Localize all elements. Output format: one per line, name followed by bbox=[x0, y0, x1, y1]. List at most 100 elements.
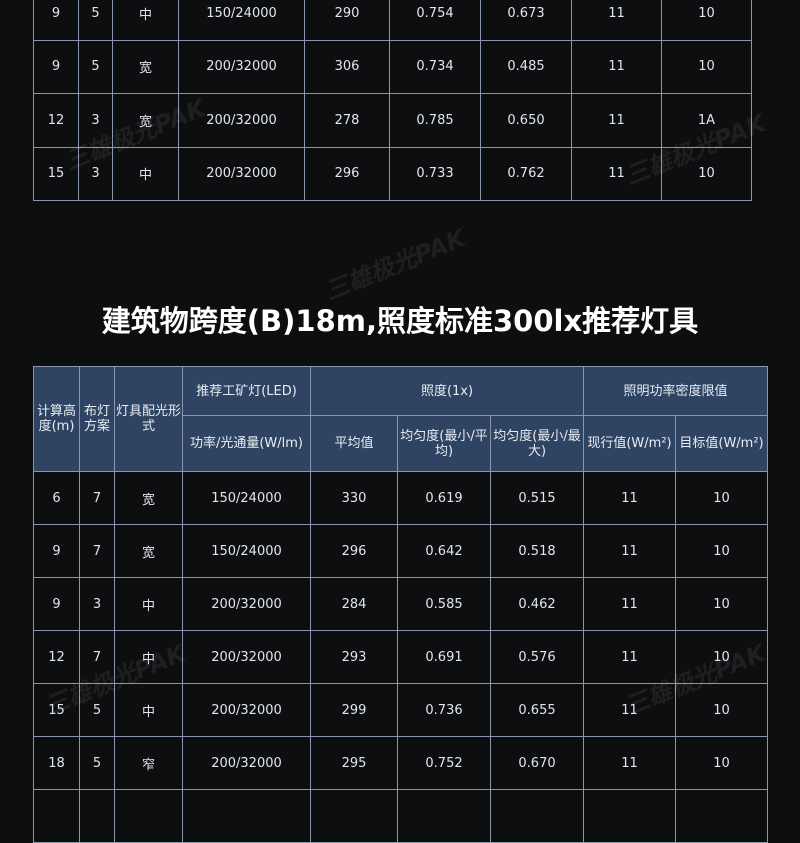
table-row: 18 5 窄 200/32000 295 0.752 0.670 11 10 bbox=[33, 736, 769, 790]
table-cell: 11 bbox=[583, 577, 676, 631]
table-cell: 18 bbox=[33, 736, 80, 790]
table-cell bbox=[33, 789, 80, 843]
table-cell: 290 bbox=[304, 0, 390, 41]
table-cell: 中 bbox=[112, 0, 179, 41]
table-cell: 3 bbox=[79, 577, 115, 631]
table-cell: 0.673 bbox=[480, 0, 572, 41]
table-cell: 10 bbox=[661, 39, 752, 94]
table-row: 6 7 宽 150/24000 330 0.619 0.515 11 10 bbox=[33, 471, 769, 525]
table-cell: 293 bbox=[310, 630, 398, 684]
table-cell: 0.785 bbox=[389, 93, 481, 148]
table-row: 9 7 宽 150/24000 296 0.642 0.518 11 10 bbox=[33, 524, 769, 578]
table-row: 9 3 中 200/32000 284 0.585 0.462 11 10 bbox=[33, 577, 769, 631]
table-cell: 9 bbox=[33, 577, 80, 631]
table-cell: 11 bbox=[583, 524, 676, 578]
header-uniformity-min-avg: 均匀度(最小/平均) bbox=[397, 415, 491, 472]
table-cell: 10 bbox=[674, 577, 769, 631]
table-cell: 窄 bbox=[114, 736, 183, 790]
table-cell: 5 bbox=[78, 0, 113, 41]
table-cell: 9 bbox=[33, 0, 79, 41]
table-top: 9 5 中 150/24000 290 0.754 0.673 11 10 9 5 宽 200/3200… bbox=[33, 0, 752, 201]
table-cell: 0.585 bbox=[397, 577, 491, 631]
header-target-value: 目标值(W/m²) bbox=[674, 415, 769, 472]
table-recommended-lamps: 计算高度(m) 布灯方案 灯具配光形式 推荐工矿灯(LED) 照度(1x) 照明… bbox=[33, 366, 769, 843]
table-cell: 0.754 bbox=[389, 0, 481, 41]
table-cell: 9 bbox=[33, 39, 79, 94]
header-lamp-group: 推荐工矿灯(LED) bbox=[182, 366, 311, 416]
table-cell: 200/32000 bbox=[182, 630, 311, 684]
header-uniformity-min-max: 均匀度(最小/最大) bbox=[490, 415, 584, 472]
header-distribution: 灯具配光形式 bbox=[114, 366, 183, 472]
table-row: 12 3 宽 200/32000 278 0.785 0.650 11 1A bbox=[33, 93, 752, 148]
table-cell: 中 bbox=[114, 683, 183, 737]
table-cell: 0.515 bbox=[490, 471, 584, 525]
table-cell: 200/32000 bbox=[178, 39, 305, 94]
table-cell: 5 bbox=[79, 683, 115, 737]
table-row: 9 5 中 150/24000 290 0.754 0.673 11 10 bbox=[33, 0, 752, 41]
table-cell: 5 bbox=[79, 736, 115, 790]
table-cell: 278 bbox=[304, 93, 390, 148]
table-cell: 15 bbox=[33, 146, 79, 201]
table-cell: 150/24000 bbox=[178, 0, 305, 41]
table-cell: 10 bbox=[661, 146, 752, 201]
table-cell: 11 bbox=[583, 630, 676, 684]
table-cell: 9 bbox=[33, 524, 80, 578]
table-cell: 11 bbox=[583, 471, 676, 525]
table-cell: 296 bbox=[310, 524, 398, 578]
table-cell: 0.650 bbox=[480, 93, 572, 148]
header-layout: 布灯方案 bbox=[79, 366, 115, 472]
table-cell: 284 bbox=[310, 577, 398, 631]
table-cell: 7 bbox=[79, 471, 115, 525]
table-cell: 10 bbox=[661, 0, 752, 41]
table-cell: 11 bbox=[571, 146, 662, 201]
table-cell: 12 bbox=[33, 630, 80, 684]
table-cell: 0.619 bbox=[397, 471, 491, 525]
table-cell bbox=[397, 789, 491, 843]
table-cell bbox=[310, 789, 398, 843]
table-cell: 7 bbox=[79, 524, 115, 578]
table-cell: 11 bbox=[571, 93, 662, 148]
table-cell: 中 bbox=[112, 146, 179, 201]
table-cell: 299 bbox=[310, 683, 398, 737]
table-cell: 10 bbox=[674, 524, 769, 578]
table-cell: 中 bbox=[114, 630, 183, 684]
table-cell: 295 bbox=[310, 736, 398, 790]
table-cell: 306 bbox=[304, 39, 390, 94]
table-cell: 330 bbox=[310, 471, 398, 525]
table-cell: 7 bbox=[79, 630, 115, 684]
table-cell: 200/32000 bbox=[182, 577, 311, 631]
table-cell: 0.691 bbox=[397, 630, 491, 684]
table-cell bbox=[490, 789, 584, 843]
header-height: 计算高度(m) bbox=[33, 366, 80, 472]
table-cell: 296 bbox=[304, 146, 390, 201]
table-cell: 200/32000 bbox=[178, 93, 305, 148]
table-cell bbox=[79, 789, 115, 843]
table-cell: 中 bbox=[114, 577, 183, 631]
table-cell: 11 bbox=[571, 0, 662, 41]
table-cell: 200/32000 bbox=[182, 683, 311, 737]
watermark: 三雄极光PAK bbox=[321, 224, 470, 306]
table-cell: 0.736 bbox=[397, 683, 491, 737]
table-row: 15 5 中 200/32000 299 0.736 0.655 11 10 bbox=[33, 683, 769, 737]
table-cell: 宽 bbox=[112, 39, 179, 94]
table-cell bbox=[674, 789, 769, 843]
section-title: 建筑物跨度(B)18m,照度标准300lx推荐灯具 bbox=[101, 304, 699, 338]
table-cell: 10 bbox=[674, 471, 769, 525]
table-row bbox=[33, 789, 769, 843]
table-cell: 0.655 bbox=[490, 683, 584, 737]
table-cell: 0.752 bbox=[397, 736, 491, 790]
table-cell: 12 bbox=[33, 93, 79, 148]
table-cell: 5 bbox=[78, 39, 113, 94]
header-power: 功率/光通量(W/lm) bbox=[182, 415, 311, 472]
table-cell: 10 bbox=[674, 630, 769, 684]
table-cell: 15 bbox=[33, 683, 80, 737]
table-cell: 10 bbox=[674, 683, 769, 737]
table-cell: 0.762 bbox=[480, 146, 572, 201]
header-illuminance-group: 照度(1x) bbox=[310, 366, 584, 416]
table-cell: 150/24000 bbox=[182, 471, 311, 525]
table-cell: 0.733 bbox=[389, 146, 481, 201]
table-cell: 0.734 bbox=[389, 39, 481, 94]
table-cell: 0.462 bbox=[490, 577, 584, 631]
table-cell: 宽 bbox=[114, 471, 183, 525]
table-cell: 200/32000 bbox=[178, 146, 305, 201]
